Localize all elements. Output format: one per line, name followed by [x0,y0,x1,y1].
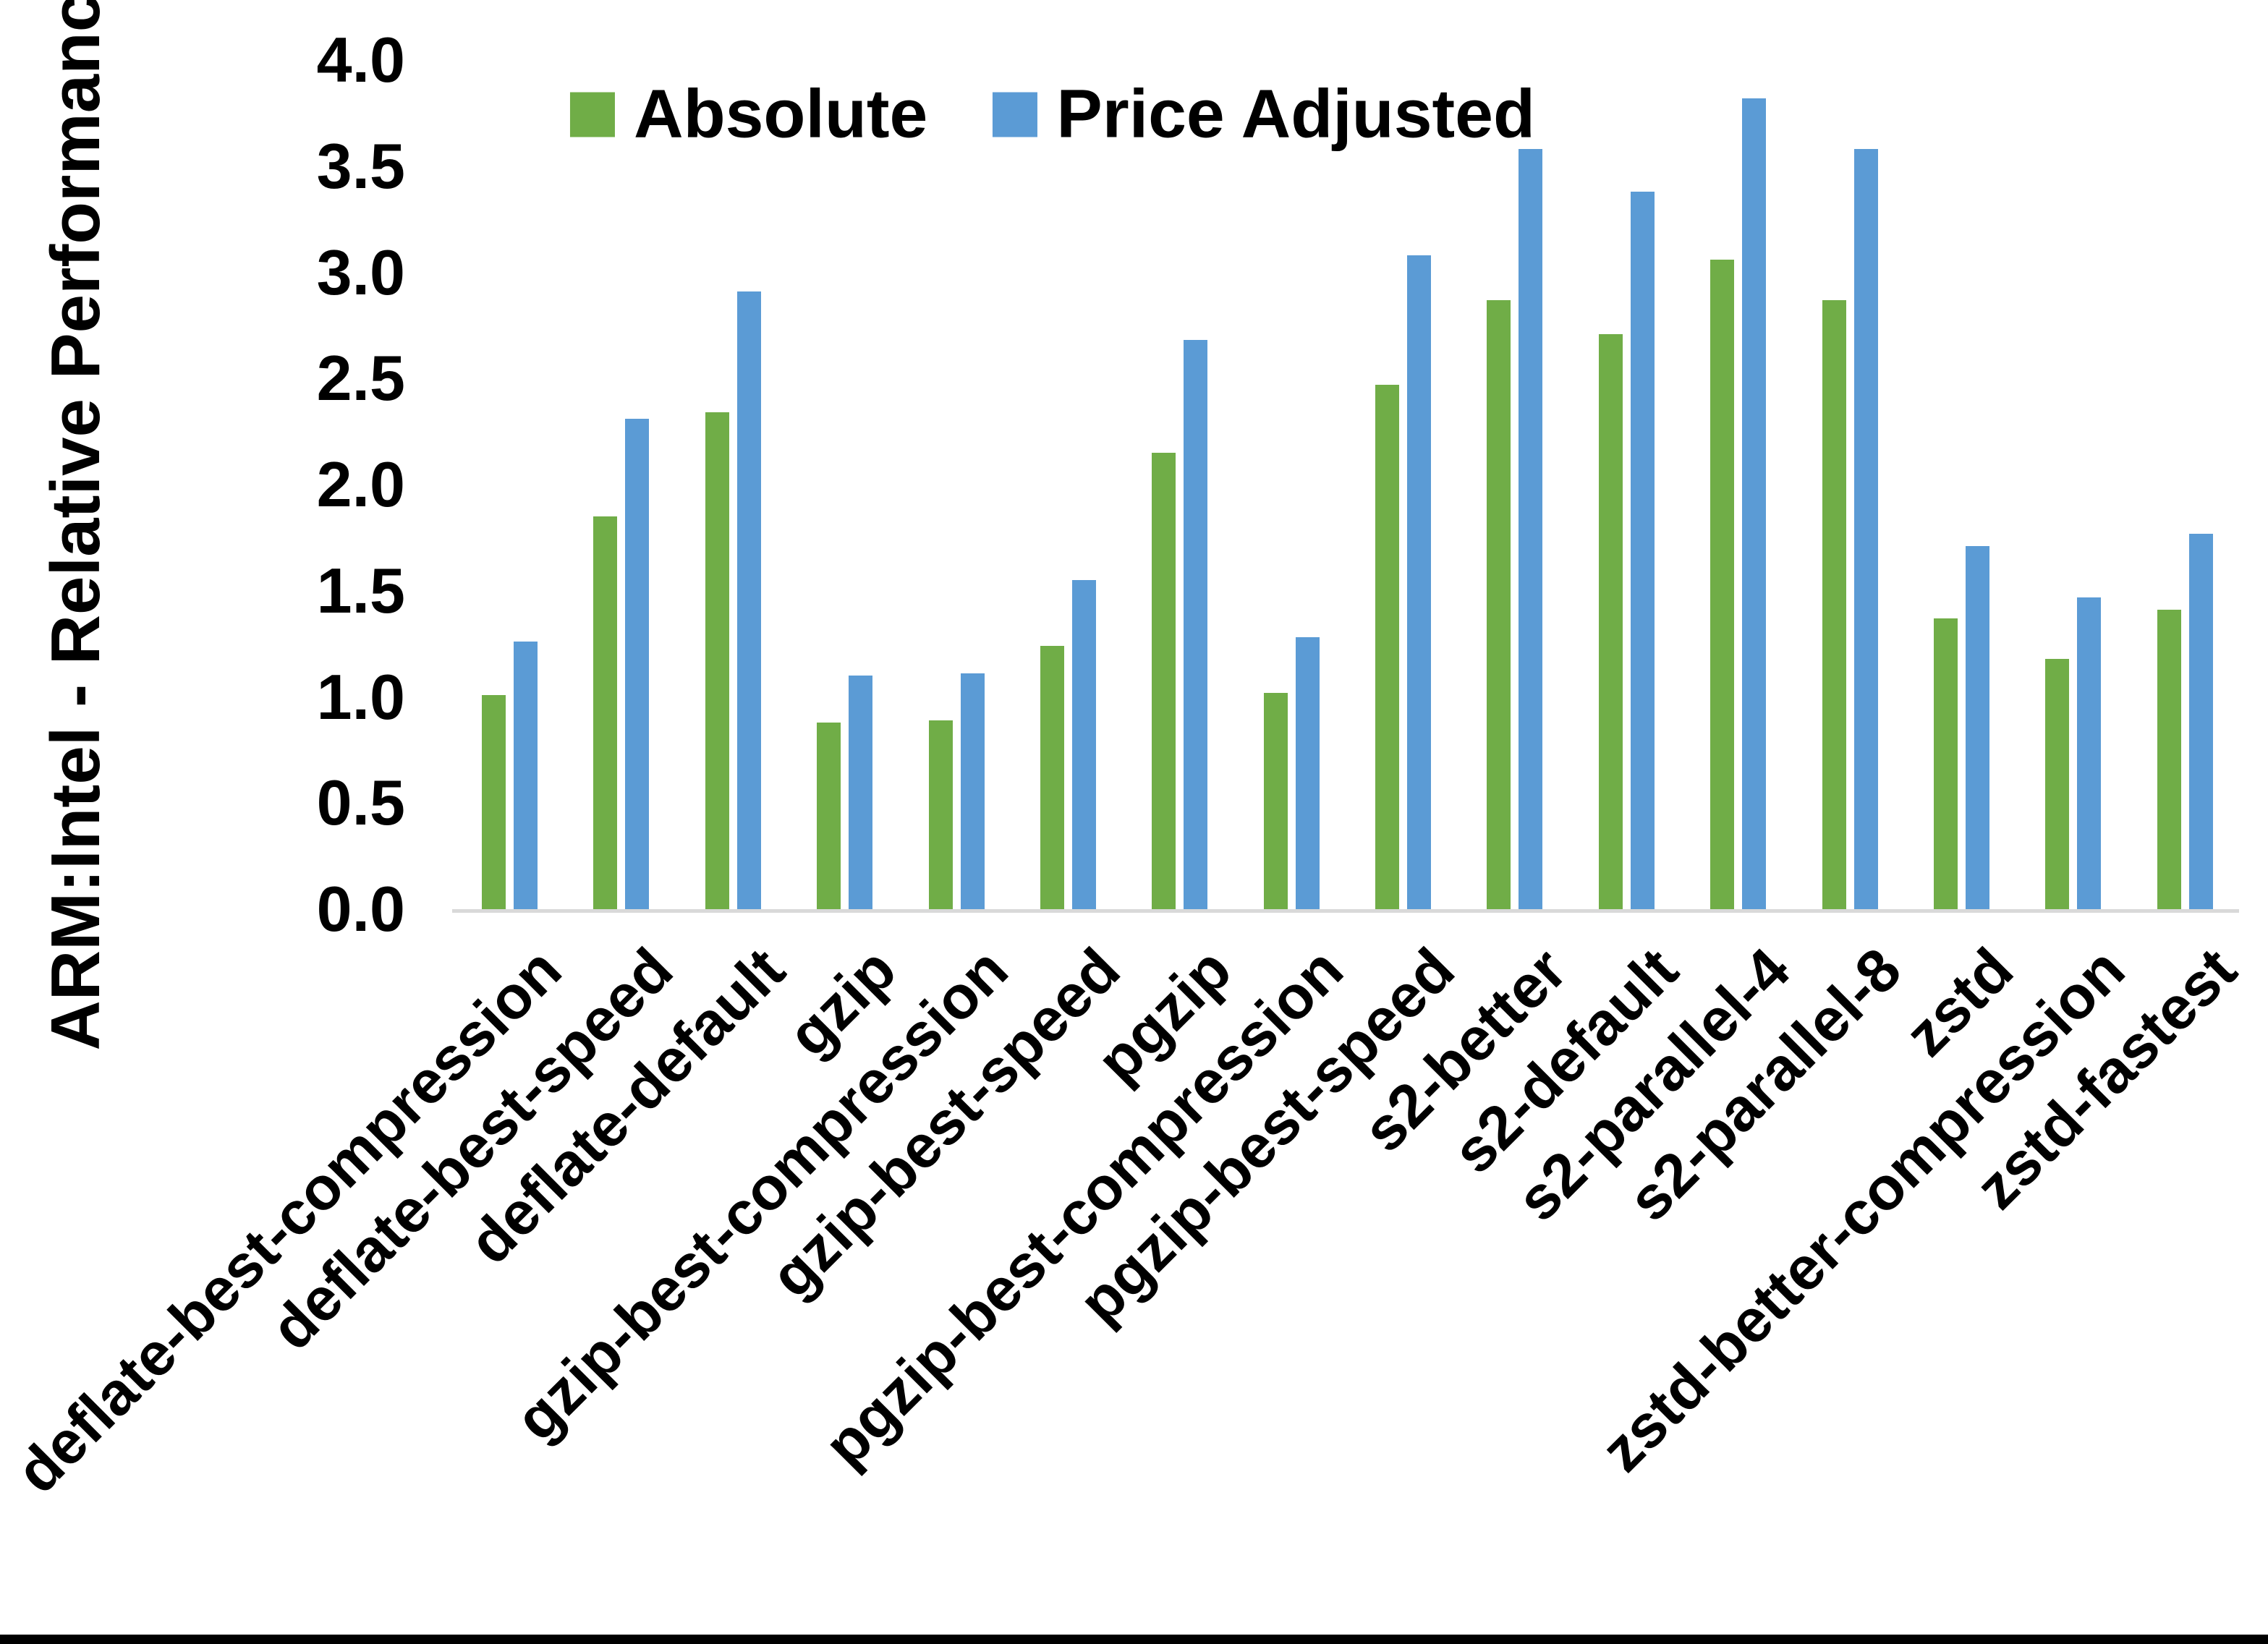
bar-price-adjusted-zstd-better-compression [2077,597,2102,909]
y-tick-label-1.0: 1.0 [316,660,405,733]
y-tick-label-2.0: 2.0 [316,448,405,520]
bar-absolute-deflate-best-speed [593,516,618,909]
bar-price-adjusted-deflate-best-speed [625,419,650,909]
absolute-series-swatch [569,92,615,137]
bar-absolute-zstd-better-compression [2045,658,2070,909]
bar-price-adjusted-deflate-best-compression [514,642,538,909]
bar-absolute-s2-default [1598,333,1623,909]
y-tick-label-3.5: 3.5 [316,129,405,202]
y-tick-label-0.5: 0.5 [316,767,405,839]
bar-absolute-s2-better [1487,299,1511,909]
legend: Absolute Price Adjusted [569,75,1535,154]
bar-price-adjusted-pgzip-best-speed [1407,255,1431,909]
legend-item-absolute: Absolute [569,75,928,154]
y-tick-label-1.5: 1.5 [316,554,405,626]
y-tick-label-0.0: 0.0 [316,873,405,945]
bar-absolute-pgzip-best-speed [1375,385,1399,909]
bar-price-adjusted-gzip-best-speed [1071,580,1096,909]
bar-price-adjusted-deflate-default [736,291,761,909]
y-tick-label-2.5: 2.5 [316,342,405,414]
bar-absolute-pgzip [1152,452,1176,909]
bar-price-adjusted-s2-parallel-4 [1742,98,1767,909]
bar-price-adjusted-gzip-best-compression [960,673,985,909]
bar-price-adjusted-zstd [1965,546,1989,909]
bar-absolute-deflate-best-compression [482,694,506,909]
legend-item-price-adjusted: Price Adjusted [993,75,1535,154]
y-tick-label-3.0: 3.0 [316,236,405,308]
bar-price-adjusted-zstd-fastest [2188,533,2213,909]
bar-price-adjusted-pgzip-best-compression [1295,637,1320,909]
bar-price-adjusted-s2-parallel-8 [1853,149,1878,909]
y-axis-title: ARM:Intel - Relative Performance [37,0,114,1051]
bar-price-adjusted-s2-default [1630,191,1655,909]
bar-price-adjusted-pgzip [1184,340,1208,909]
bar-absolute-gzip [817,722,841,909]
bar-price-adjusted-gzip [849,676,873,909]
bar-absolute-s2-parallel-4 [1710,259,1735,909]
y-tick-label-4.0: 4.0 [316,24,405,95]
bar-absolute-gzip-best-compression [928,720,953,909]
bottom-border [0,1635,2268,1644]
bar-price-adjusted-s2-better [1519,149,1543,909]
plot-area [452,60,2239,913]
bar-absolute-gzip-best-speed [1040,646,1064,909]
bar-absolute-zstd-fastest [2157,610,2181,909]
legend-label-absolute: Absolute [633,75,928,153]
bar-absolute-pgzip-best-compression [1263,692,1288,909]
bar-absolute-deflate-default [705,412,729,909]
bar-absolute-s2-parallel-8 [1822,299,1846,909]
legend-label-price-adjusted: Price Adjusted [1056,75,1536,153]
price-adjusted-series-swatch [993,92,1038,137]
bar-absolute-zstd [1933,618,1958,909]
